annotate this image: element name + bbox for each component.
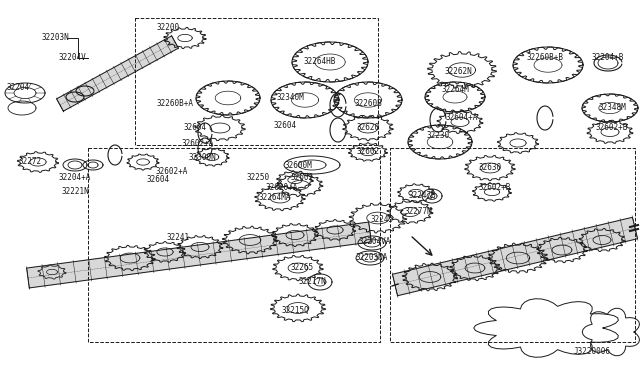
Text: 32604+A: 32604+A (446, 113, 478, 122)
Text: 32250: 32250 (246, 173, 269, 183)
Text: 32262N: 32262N (444, 67, 472, 77)
Polygon shape (56, 36, 179, 111)
Text: 32348M: 32348M (598, 103, 626, 112)
Text: 32204VA: 32204VA (359, 237, 391, 247)
Text: 32203N: 32203N (41, 33, 69, 42)
Text: 32247Q: 32247Q (408, 190, 436, 199)
Text: 32604: 32604 (147, 176, 170, 185)
Text: 32230: 32230 (426, 131, 449, 140)
Polygon shape (392, 217, 637, 296)
Text: 32245: 32245 (371, 215, 394, 224)
Text: 32604: 32604 (273, 121, 296, 129)
Text: 32204V: 32204V (58, 54, 86, 62)
Text: 32300N: 32300N (188, 154, 216, 163)
Text: 32604: 32604 (184, 124, 207, 132)
Text: 32277M: 32277M (404, 208, 432, 217)
Text: 32264HB: 32264HB (304, 58, 336, 67)
Text: 32602: 32602 (291, 173, 314, 183)
Text: 32630: 32630 (479, 164, 502, 173)
Text: 32260B: 32260B (354, 99, 382, 108)
Text: 32620+A: 32620+A (266, 183, 298, 192)
Text: 32241: 32241 (166, 234, 189, 243)
Text: 32260B+A: 32260B+A (157, 99, 193, 108)
Text: 32272: 32272 (19, 157, 42, 167)
Text: 32602: 32602 (356, 148, 380, 157)
Text: 32204: 32204 (6, 83, 29, 93)
Text: 32602+A: 32602+A (156, 167, 188, 176)
Text: 32264MA: 32264MA (259, 193, 291, 202)
Text: 32265: 32265 (291, 263, 314, 273)
Text: 32204+B: 32204+B (592, 54, 624, 62)
Text: 32602+B: 32602+B (479, 183, 511, 192)
Text: 32340M: 32340M (276, 93, 304, 103)
Text: J3220006: J3220006 (573, 347, 611, 356)
Text: 32600M: 32600M (284, 160, 312, 170)
Text: 32204+A: 32204+A (59, 173, 91, 183)
Text: 32200: 32200 (156, 23, 180, 32)
Text: 32620: 32620 (356, 124, 380, 132)
Text: 32260B+B: 32260B+B (527, 54, 563, 62)
Text: 32217N: 32217N (298, 278, 326, 286)
Text: 32602+B: 32602+B (596, 124, 628, 132)
Text: 32264M: 32264M (441, 86, 469, 94)
Text: 32215Q: 32215Q (281, 305, 309, 314)
Text: 32602+A: 32602+A (182, 138, 214, 148)
Text: 32221N: 32221N (61, 187, 89, 196)
Polygon shape (27, 222, 371, 288)
Text: 32203NA: 32203NA (356, 253, 388, 263)
